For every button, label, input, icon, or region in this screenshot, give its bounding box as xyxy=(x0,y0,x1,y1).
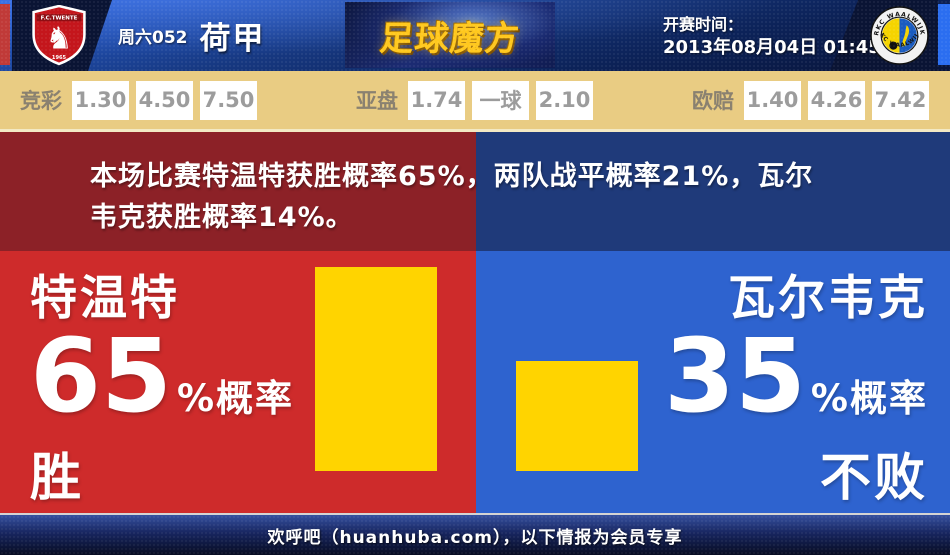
odds-value-box: 4.50 xyxy=(136,80,193,120)
brand-glow xyxy=(345,2,555,68)
kickoff-info: 开赛时间： 2013年08月04日 01:45 xyxy=(663,13,881,59)
away-percent-row: 35 %概率 xyxy=(663,317,928,447)
odds-group-oupei: 欧赔 1.40 4.26 7.42 xyxy=(692,71,929,129)
league-name: 荷甲 xyxy=(199,21,266,57)
odds-group-yapan: 亚盘 1.74 一球 2.10 xyxy=(356,71,593,129)
home-stat-block: 特温特 65 %概率 胜 xyxy=(30,271,294,509)
odds-value-box: 7.42 xyxy=(872,80,929,120)
home-percent-row: 65 %概率 xyxy=(30,317,295,447)
footer-text: 欢呼吧（huanhuba.com），以下情报为会员专享 xyxy=(267,527,683,548)
home-probability-bar xyxy=(315,267,437,471)
home-team-name: 特温特 xyxy=(30,271,180,326)
odds-handicap-box: 一球 xyxy=(472,80,529,120)
kickoff-label: 开赛时间： xyxy=(663,15,744,34)
odds-label-jingcai: 竞彩 xyxy=(20,89,62,113)
odds-value-box: 7.50 xyxy=(200,80,257,120)
footer-bar: 欢呼吧（huanhuba.com），以下情报为会员专享 xyxy=(0,513,950,555)
separator-line xyxy=(0,129,950,132)
away-probability-bar xyxy=(516,361,638,471)
home-outcome: 胜 xyxy=(30,449,85,508)
left-accent-strip xyxy=(0,4,10,65)
probability-section: 特温特 65 %概率 胜 瓦尔韦克 35 %概率 不败 xyxy=(0,251,950,513)
header: F.C.TWENTE ♞ 1965 周六052 荷甲 足球魔方 开赛时间： 20… xyxy=(0,0,950,71)
odds-value-box: 4.26 xyxy=(808,80,865,120)
odds-value-box: 1.40 xyxy=(744,80,801,120)
kickoff-datetime: 2013年08月04日 01:45 xyxy=(663,37,881,58)
odds-bar: 竞彩 1.30 4.50 7.50 亚盘 1.74 一球 2.10 欧赔 1.4… xyxy=(0,71,950,129)
soccer-ball-icon xyxy=(889,41,898,50)
waalwijk-figure xyxy=(902,25,910,47)
summary-line-2: 韦克获胜概率14%。 xyxy=(90,202,354,233)
away-percent-value: 35 xyxy=(663,317,806,436)
away-team-logo-icon: RKC WAALWIJK RKC WAALWIJK xyxy=(869,5,929,65)
lion-icon: ♞ xyxy=(45,22,72,57)
away-outcome: 不败 xyxy=(819,449,928,508)
odds-group-jingcai: 竞彩 1.30 4.50 7.50 xyxy=(20,71,257,129)
home-crest-name: F.C.TWENTE xyxy=(41,16,78,22)
summary-text: 本场比赛特温特获胜概率65%，两队战平概率21%，瓦尔 韦克获胜概率14%。 xyxy=(90,156,813,238)
odds-value-box: 2.10 xyxy=(536,80,593,120)
summary-line-1: 本场比赛特温特获胜概率65%，两队战平概率21%，瓦尔 xyxy=(90,161,814,192)
odds-value-box: 1.74 xyxy=(408,80,465,120)
away-team-name: 瓦尔韦克 xyxy=(728,271,928,326)
odds-label-yapan: 亚盘 xyxy=(356,89,398,113)
home-percent-value: 65 xyxy=(30,317,172,436)
brand-logo: 足球魔方 xyxy=(345,2,555,68)
right-accent-strip xyxy=(938,4,950,65)
brand-text: 足球魔方 xyxy=(377,18,522,59)
away-percent-suffix: %概率 xyxy=(810,377,928,420)
home-percent-suffix: %概率 xyxy=(176,377,295,420)
summary-banner: 本场比赛特温特获胜概率65%，两队战平概率21%，瓦尔 韦克获胜概率14%。 xyxy=(0,132,950,251)
home-team-logo-icon: F.C.TWENTE ♞ 1965 xyxy=(32,5,86,66)
match-code: 周六052 xyxy=(118,28,188,48)
summary-bg-away xyxy=(476,132,950,251)
odds-label-oupei: 欧赔 xyxy=(692,89,734,113)
away-stat-block: 瓦尔韦克 35 %概率 不败 xyxy=(664,271,928,509)
odds-value-box: 1.30 xyxy=(72,80,129,120)
match-info: 周六052 荷甲 xyxy=(118,0,266,71)
home-crest-year: 1965 xyxy=(52,55,67,61)
summary-bg-home xyxy=(0,132,476,251)
